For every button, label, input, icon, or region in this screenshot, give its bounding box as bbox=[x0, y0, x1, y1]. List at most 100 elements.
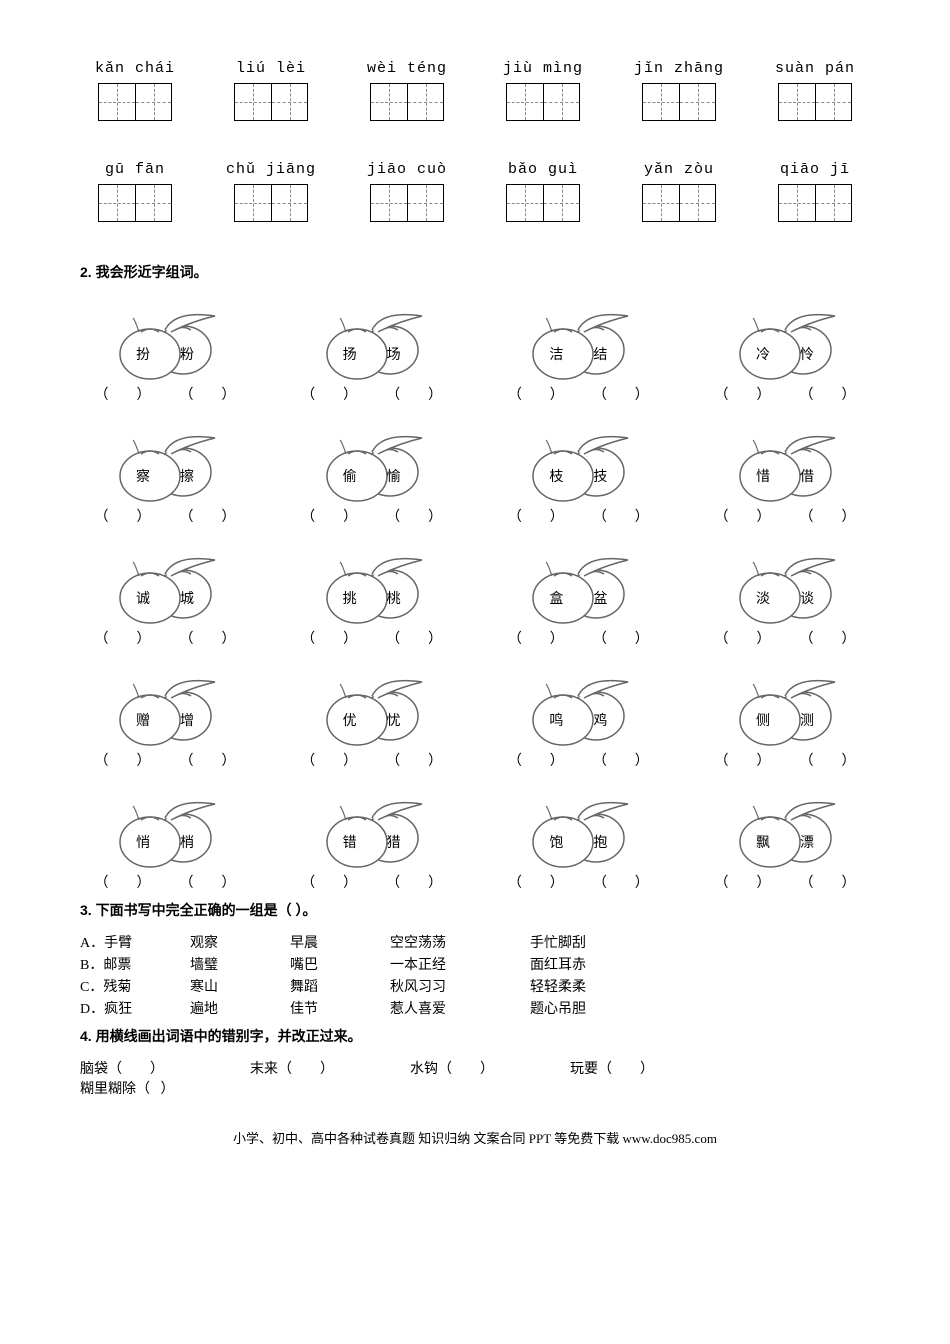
answer-paren: （ ） bbox=[714, 506, 770, 526]
char-right: 鸡 bbox=[593, 710, 607, 730]
char-left: 飘 bbox=[756, 832, 770, 852]
char-right: 愉 bbox=[387, 466, 401, 486]
char-right: 借 bbox=[800, 466, 814, 486]
tian-zi-ge bbox=[98, 184, 172, 222]
answer-paren: （ ） bbox=[799, 872, 855, 892]
correction-item: 脑袋（ ） bbox=[80, 1058, 250, 1078]
answer-paren: （ ） bbox=[301, 506, 357, 526]
apple-pair: 洁结 bbox=[493, 302, 663, 382]
answer-paren: （ ） bbox=[386, 506, 442, 526]
answer-paren: （ ） bbox=[593, 384, 649, 404]
tian-zi-ge bbox=[98, 83, 172, 121]
apple-pair: 悄梢 bbox=[80, 790, 250, 870]
char-right: 城 bbox=[180, 588, 194, 608]
pinyin-label: kǎn chái bbox=[95, 60, 175, 77]
char-left: 偷 bbox=[343, 466, 357, 486]
answer-paren: （ ） bbox=[508, 750, 564, 770]
char-right: 盆 bbox=[593, 588, 607, 608]
answer-paren: （ ） bbox=[714, 384, 770, 404]
answer-paren: （ ） bbox=[508, 384, 564, 404]
mc-option: B．邮票墙璧嘴巴一本正经面红耳赤 bbox=[80, 954, 870, 974]
pinyin-label: suàn pán bbox=[775, 60, 855, 77]
answer-paren: （ ） bbox=[714, 872, 770, 892]
apple-pair: 冷怜 bbox=[700, 302, 870, 382]
char-left: 饱 bbox=[549, 832, 563, 852]
char-left: 枝 bbox=[549, 466, 563, 486]
answer-paren: （ ） bbox=[386, 872, 442, 892]
char-right: 擦 bbox=[180, 466, 194, 486]
pinyin-block: jiù mìng bbox=[488, 60, 598, 121]
pinyin-block: chǔ jiāng bbox=[216, 161, 326, 222]
answer-paren: （ ） bbox=[593, 506, 649, 526]
char-right: 技 bbox=[593, 466, 607, 486]
char-right: 测 bbox=[800, 710, 814, 730]
pinyin-label: gū fān bbox=[105, 161, 165, 178]
pinyin-block: gū fān bbox=[80, 161, 190, 222]
char-left: 挑 bbox=[343, 588, 357, 608]
pinyin-block: qiāo jī bbox=[760, 161, 870, 222]
pinyin-block: yǎn zòu bbox=[624, 161, 734, 222]
correction-item: 糊里糊除（ ） bbox=[80, 1078, 230, 1098]
apple-pair: 枝技 bbox=[493, 424, 663, 504]
answer-paren: （ ） bbox=[508, 872, 564, 892]
correction-item: 水钩（ ） bbox=[410, 1058, 570, 1078]
char-right: 增 bbox=[180, 710, 194, 730]
tian-zi-ge bbox=[370, 83, 444, 121]
tian-zi-ge bbox=[778, 83, 852, 121]
apple-pair: 饱抱 bbox=[493, 790, 663, 870]
apple-pair: 错猎 bbox=[287, 790, 457, 870]
tian-zi-ge bbox=[234, 83, 308, 121]
answer-paren: （ ） bbox=[799, 628, 855, 648]
char-left: 盒 bbox=[549, 588, 563, 608]
char-right: 粉 bbox=[180, 344, 194, 364]
pinyin-block: bǎo guì bbox=[488, 161, 598, 222]
apple-pair: 淡谈 bbox=[700, 546, 870, 626]
answer-paren: （ ） bbox=[301, 750, 357, 770]
apple-pair: 优忧 bbox=[287, 668, 457, 748]
answer-paren: （ ） bbox=[95, 628, 151, 648]
apple-pair: 惜借 bbox=[700, 424, 870, 504]
char-left: 扬 bbox=[343, 344, 357, 364]
pinyin-label: qiāo jī bbox=[780, 161, 850, 178]
tian-zi-ge bbox=[506, 184, 580, 222]
tian-zi-ge bbox=[370, 184, 444, 222]
pinyin-block: liú lèi bbox=[216, 60, 326, 121]
char-right: 漂 bbox=[800, 832, 814, 852]
pinyin-block: wèi téng bbox=[352, 60, 462, 121]
char-right: 忧 bbox=[387, 710, 401, 730]
answer-paren: （ ） bbox=[799, 750, 855, 770]
pinyin-label: yǎn zòu bbox=[644, 161, 714, 178]
pinyin-block: jiāo cuò bbox=[352, 161, 462, 222]
char-right: 场 bbox=[387, 344, 401, 364]
answer-paren: （ ） bbox=[593, 750, 649, 770]
char-right: 桃 bbox=[387, 588, 401, 608]
char-left: 悄 bbox=[136, 832, 150, 852]
page-footer: 小学、初中、高中各种试卷真题 知识归纳 文案合同 PPT 等免费下载 www.d… bbox=[80, 1128, 870, 1147]
char-right: 结 bbox=[593, 344, 607, 364]
answer-paren: （ ） bbox=[180, 506, 236, 526]
mc-option: C．残菊寒山舞蹈秋风习习轻轻柔柔 bbox=[80, 976, 870, 996]
apple-pair: 扮粉 bbox=[80, 302, 250, 382]
pinyin-block: kǎn chái bbox=[80, 60, 190, 121]
char-left: 诚 bbox=[136, 588, 150, 608]
char-right: 梢 bbox=[180, 832, 194, 852]
char-left: 察 bbox=[136, 466, 150, 486]
apple-pair: 诚城 bbox=[80, 546, 250, 626]
char-left: 侧 bbox=[756, 710, 770, 730]
answer-paren: （ ） bbox=[95, 384, 151, 404]
answer-paren: （ ） bbox=[714, 750, 770, 770]
mc-option: D．疯狂遍地佳节惹人喜爱题心吊胆 bbox=[80, 998, 870, 1018]
answer-paren: （ ） bbox=[508, 628, 564, 648]
answer-paren: （ ） bbox=[593, 872, 649, 892]
char-left: 洁 bbox=[549, 344, 563, 364]
tian-zi-ge bbox=[234, 184, 308, 222]
answer-paren: （ ） bbox=[180, 872, 236, 892]
pinyin-label: bǎo guì bbox=[508, 161, 578, 178]
apple-pair: 扬场 bbox=[287, 302, 457, 382]
apple-pair: 察擦 bbox=[80, 424, 250, 504]
answer-paren: （ ） bbox=[799, 506, 855, 526]
tian-zi-ge bbox=[506, 83, 580, 121]
apple-pair: 飘漂 bbox=[700, 790, 870, 870]
char-left: 冷 bbox=[756, 344, 770, 364]
pinyin-label: wèi téng bbox=[367, 60, 447, 77]
